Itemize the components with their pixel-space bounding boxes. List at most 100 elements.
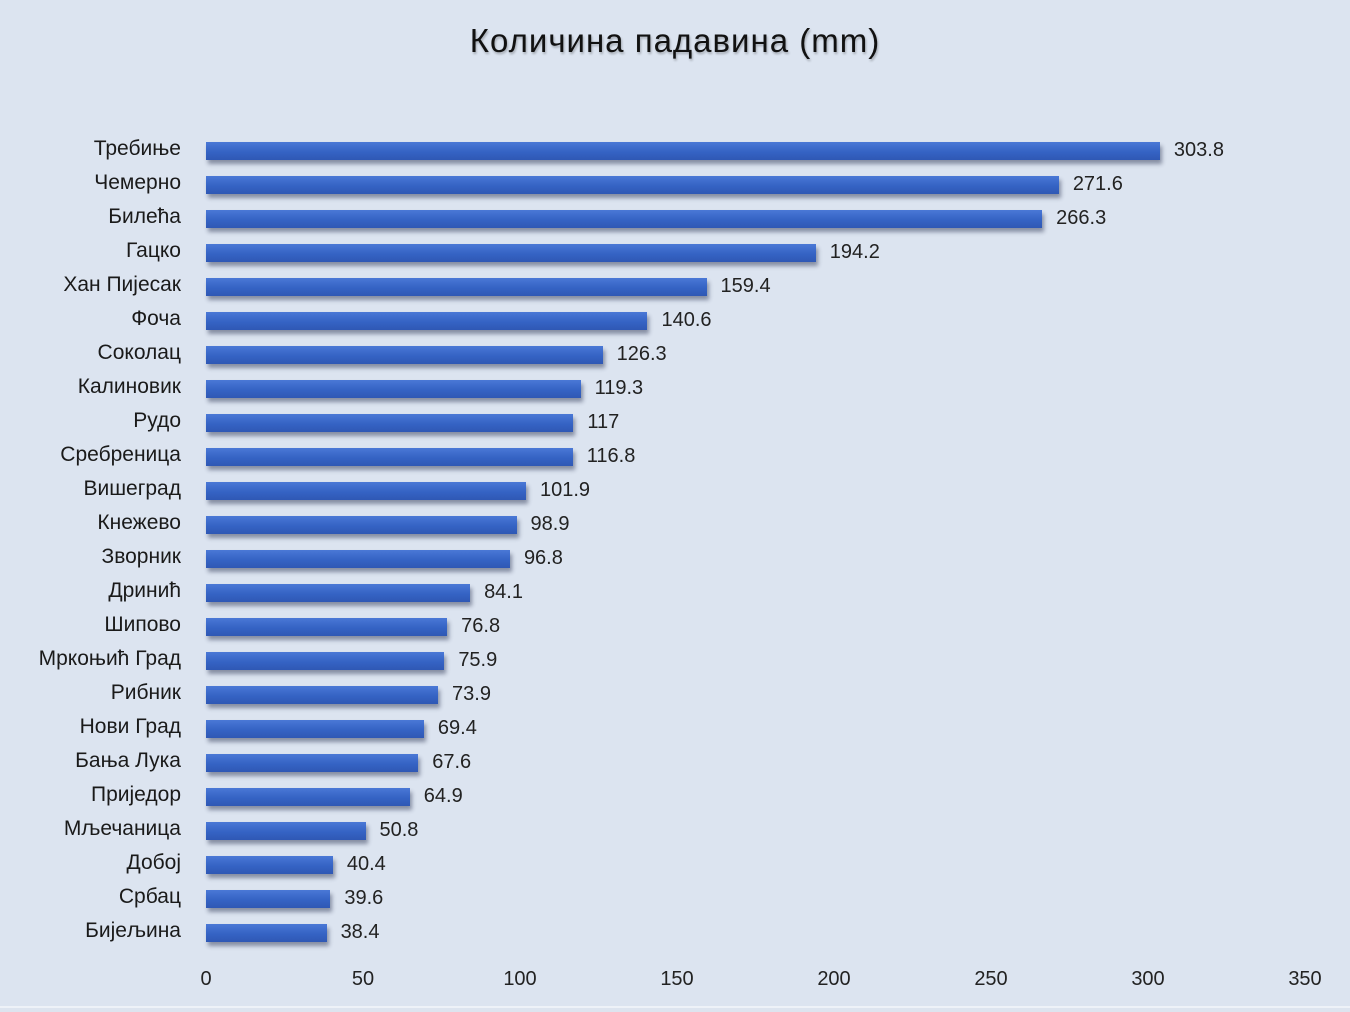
value-label: 64.9 <box>423 785 463 807</box>
category-label: Требиње <box>93 137 181 160</box>
category-label: Зворник <box>101 545 181 568</box>
bar-row: Приједор 64.9 <box>0 780 1350 814</box>
bar-row: Калиновик 119.3 <box>0 372 1350 406</box>
value-label: 119.3 <box>594 377 644 399</box>
bar-row: Дринић 84.1 <box>0 576 1350 610</box>
bar <box>206 550 510 568</box>
bar-row: Бијељина 38.4 <box>0 916 1350 950</box>
value-label: 39.6 <box>344 887 384 909</box>
category-label: Нови Град <box>79 715 181 738</box>
bar <box>206 924 327 942</box>
bar-row: Билећа 266.3 <box>0 202 1350 236</box>
value-label: 126.3 <box>616 343 667 365</box>
bar-row: Шипово 76.8 <box>0 610 1350 644</box>
bar <box>206 788 410 806</box>
value-label: 50.8 <box>379 819 419 841</box>
bar-row: Соколац 126.3 <box>0 338 1350 372</box>
bar-row: Кнежево 98.9 <box>0 508 1350 542</box>
value-label: 159.4 <box>720 275 771 297</box>
category-label: Вишеград <box>83 477 181 500</box>
value-label: 194.2 <box>829 241 880 263</box>
category-label: Билећа <box>108 205 181 228</box>
bar <box>206 380 581 398</box>
bar <box>206 278 707 296</box>
category-label: Србац <box>118 885 181 908</box>
x-tick-label: 0 <box>200 968 212 990</box>
bar-row: Мркоњић Град 75.9 <box>0 644 1350 678</box>
bar-row: Рибник 73.9 <box>0 678 1350 712</box>
x-tick-label: 300 <box>1131 968 1165 990</box>
bar <box>206 822 366 840</box>
bar <box>206 414 574 432</box>
bar-row: Нови Град 69.4 <box>0 712 1350 746</box>
x-tick-label: 250 <box>974 968 1008 990</box>
bar <box>206 210 1043 228</box>
bar <box>206 244 816 262</box>
bar-row: Мљечаница 50.8 <box>0 814 1350 848</box>
bar <box>206 856 333 874</box>
bar-row: Бања Лука 67.6 <box>0 746 1350 780</box>
bar-row: Гацко 194.2 <box>0 236 1350 270</box>
category-label: Фоча <box>131 307 181 330</box>
value-label: 67.6 <box>432 751 472 773</box>
bar-row: Србац 39.6 <box>0 882 1350 916</box>
value-label: 73.9 <box>452 683 491 705</box>
category-label: Сребреница <box>60 443 181 466</box>
value-label: 266.3 <box>1056 207 1107 229</box>
category-label: Чемерно <box>94 171 181 194</box>
value-label: 98.9 <box>530 513 570 535</box>
bar <box>206 720 424 738</box>
category-label: Бања Лука <box>75 749 181 772</box>
x-tick-label: 150 <box>660 968 694 990</box>
value-label: 38.4 <box>340 921 380 943</box>
category-label: Рудо <box>133 409 181 432</box>
category-label: Хан Пијесак <box>63 273 181 296</box>
bar <box>206 618 448 636</box>
chart-title: Количина падавина (mm) <box>469 22 881 59</box>
bar-row: Хан Пијесак 159.4 <box>0 270 1350 304</box>
category-label: Добој <box>126 851 181 874</box>
bar-row: Требиње 303.8 <box>0 134 1350 168</box>
x-tick-label: 100 <box>503 968 537 990</box>
category-label: Соколац <box>97 341 181 364</box>
bar <box>206 312 648 330</box>
category-label: Рибник <box>110 681 181 704</box>
value-label: 116.8 <box>586 445 636 467</box>
x-tick-label: 200 <box>817 968 851 990</box>
bar <box>206 516 517 534</box>
x-tick-label: 50 <box>351 968 375 990</box>
bar <box>206 142 1160 160</box>
value-label: 75.9 <box>458 649 498 671</box>
bar-row: Рудо 117 <box>0 406 1350 440</box>
category-label: Кнежево <box>97 511 181 534</box>
category-label: Дринић <box>108 579 181 602</box>
category-label: Шипово <box>104 613 181 636</box>
value-label: 40.4 <box>346 853 386 875</box>
bar <box>206 346 603 364</box>
value-label: 101.9 <box>539 479 591 501</box>
bar-row: Вишеград 101.9 <box>0 474 1350 508</box>
category-label: Калиновик <box>77 375 181 398</box>
bar <box>206 448 573 466</box>
category-label: Мркоњић Град <box>38 647 181 670</box>
bar <box>206 754 419 772</box>
bar <box>206 890 331 908</box>
value-label: 117 <box>587 411 620 433</box>
value-label: 140.6 <box>661 309 712 331</box>
x-tick-label: 350 <box>1288 968 1322 990</box>
bar <box>206 584 471 602</box>
value-label: 76.8 <box>461 615 501 637</box>
bar-row: Чемерно 271.6 <box>0 168 1350 202</box>
bar <box>206 652 445 670</box>
category-label: Приједор <box>91 783 181 806</box>
bar-row: Сребреница 116.8 <box>0 440 1350 474</box>
value-label: 303.8 <box>1173 139 1224 161</box>
value-label: 271.6 <box>1072 173 1123 195</box>
bar-row: Зворник 96.8 <box>0 542 1350 576</box>
value-label: 69.4 <box>437 717 477 739</box>
bar <box>206 686 439 704</box>
bar <box>206 176 1059 194</box>
value-label: 96.8 <box>523 547 563 569</box>
